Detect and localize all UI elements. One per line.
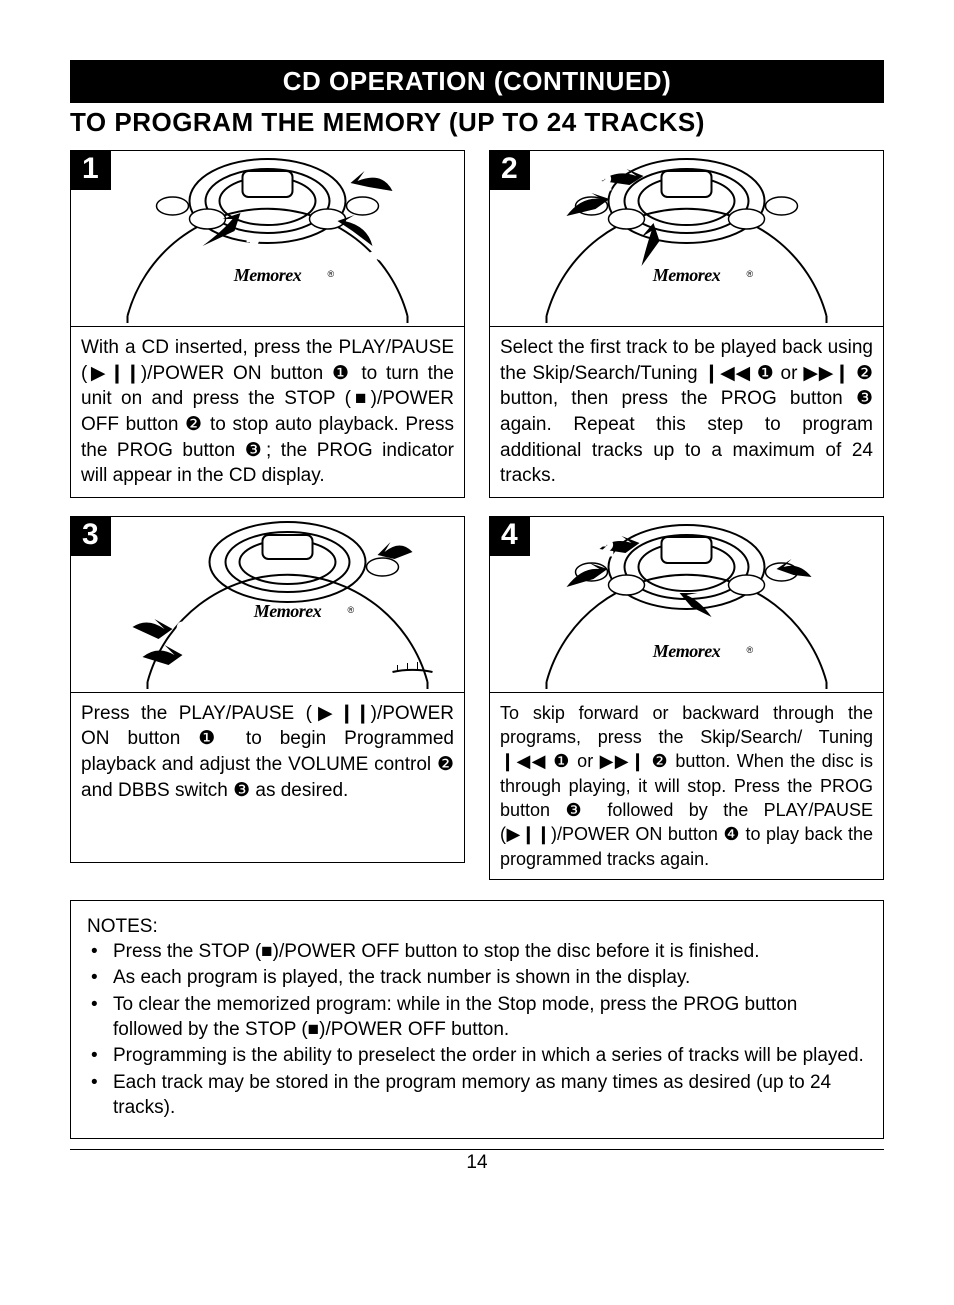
section-subheading: TO PROGRAM THE MEMORY (UP TO 24 TRACKS) (70, 103, 884, 150)
svg-text:®: ® (747, 269, 754, 279)
svg-text:1: 1 (561, 589, 585, 607)
svg-text:Memorex: Memorex (652, 641, 721, 661)
svg-text:1: 1 (403, 174, 414, 196)
note-item: Each track may be stored in the program … (113, 1071, 867, 1120)
step-1: 1 Memorex ® (70, 150, 465, 498)
page-number: 14 (70, 1149, 884, 1174)
step-3-number: 3 (70, 516, 111, 556)
note-item: Programming is the ability to preselect … (113, 1044, 867, 1069)
svg-text:3: 3 (248, 234, 259, 256)
step-4: 4 Memorex ® (489, 516, 884, 880)
step-4-number: 4 (489, 516, 530, 556)
step-2: 2 Memorex ® (489, 150, 884, 498)
notes-label: NOTES: (87, 915, 867, 940)
step-1-number: 1 (70, 150, 111, 190)
svg-text:®: ® (747, 645, 754, 655)
step-3-text: Press the PLAY/PAUSE (▶❙❙)/POWER ON butt… (70, 693, 465, 863)
step-3-diagram: Memorex ® 1 2 3 (71, 517, 464, 692)
svg-text:1: 1 (566, 220, 590, 238)
svg-text:®: ® (348, 605, 355, 615)
step-3: 3 Memorex ® (70, 516, 465, 880)
step-1-text: With a CD inserted, press the PLAY/PAUSE… (70, 327, 465, 498)
svg-text:®: ® (328, 269, 335, 279)
steps-grid: 1 Memorex ® (70, 150, 884, 880)
svg-text:Memorex: Memorex (652, 265, 721, 285)
note-item: Press the STOP (■)/POWER OFF button to s… (113, 940, 867, 965)
svg-text:4: 4 (814, 565, 826, 587)
notes-list: Press the STOP (■)/POWER OFF button to s… (87, 940, 867, 1121)
svg-text:2: 2 (178, 620, 189, 642)
svg-text:3: 3 (620, 264, 644, 280)
note-item: As each program is played, the track num… (113, 966, 867, 991)
step-4-text: To skip forward or backward through the … (489, 693, 884, 880)
step-2-diagram: Memorex ® 1 2 3 (490, 151, 883, 326)
svg-text:Memorex: Memorex (253, 601, 322, 621)
svg-text:2: 2 (602, 538, 613, 560)
step-2-text: Select the first track to be played back… (489, 327, 884, 498)
step-2-number: 2 (489, 150, 530, 190)
svg-text:3: 3 (720, 605, 731, 627)
note-item: To clear the memorized program: while in… (113, 993, 867, 1042)
step-4-diagram: Memorex ® 1 2 3 4 (490, 517, 883, 692)
svg-text:Memorex: Memorex (233, 265, 302, 285)
section-header-bar: CD OPERATION (CONTINUED) (70, 60, 884, 103)
step-1-diagram: Memorex ® 1 2 3 (71, 151, 464, 326)
svg-text:1: 1 (413, 540, 424, 562)
notes-box: NOTES: Press the STOP (■)/POWER OFF butt… (70, 900, 884, 1140)
svg-text:2: 2 (600, 172, 611, 194)
svg-text:3: 3 (188, 650, 199, 672)
